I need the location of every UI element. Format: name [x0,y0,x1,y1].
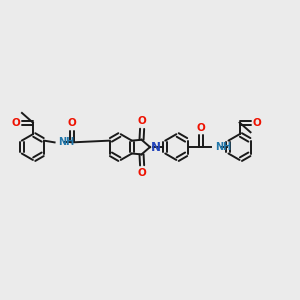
Text: N: N [151,141,161,154]
Text: NH: NH [58,137,74,147]
Text: NH: NH [216,142,232,152]
Text: O: O [196,123,205,133]
Text: O: O [11,118,20,128]
Text: O: O [252,118,261,128]
Text: O: O [138,168,146,178]
Text: O: O [67,118,76,128]
Text: O: O [138,116,146,127]
